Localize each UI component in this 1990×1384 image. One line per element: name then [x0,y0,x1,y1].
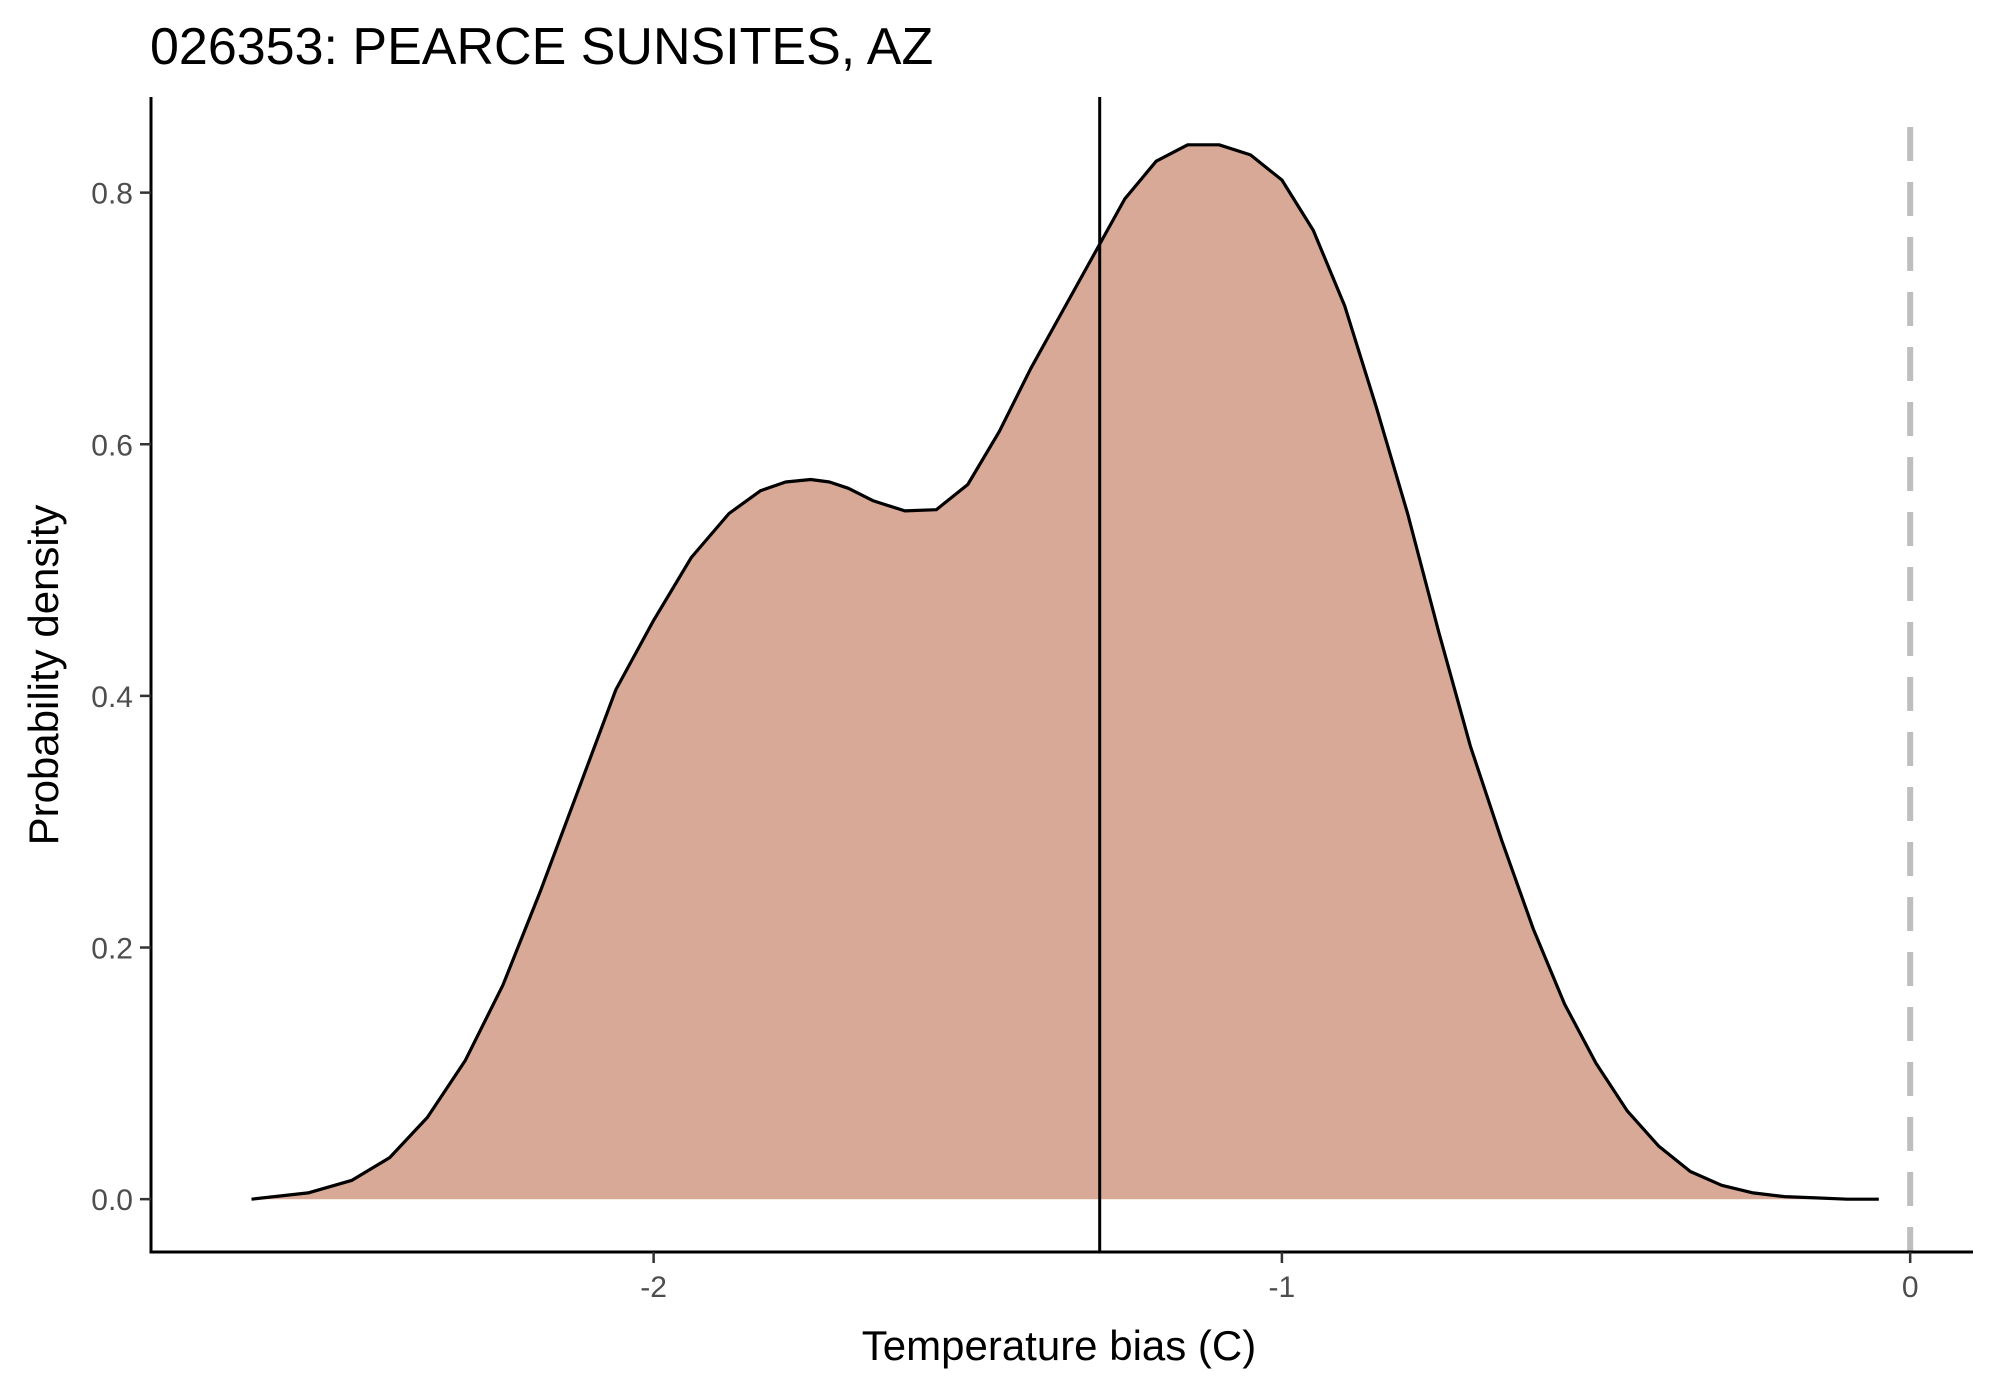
density-curve-line [251,143,1879,1201]
density-fill-area [251,144,1879,1200]
y-tick-label: 0.8 [91,178,133,211]
y-axis-ticks: 0.0 0.2 0.4 0.6 0.8 [91,178,151,1217]
y-tick-label: 0.2 [91,933,133,966]
x-axis-ticks: -2 -1 0 [640,1252,1919,1304]
y-tick-label: 0.4 [91,681,133,714]
x-tick-label: 0 [1902,1271,1919,1304]
x-tick-label: -2 [640,1271,667,1304]
axes: 0.0 0.2 0.4 0.6 0.8 -2 -1 0 [91,97,1973,1304]
y-axis-title: Probability density [20,505,67,846]
x-axis-title: Temperature bias (C) [862,1322,1256,1369]
x-tick-label: -1 [1269,1271,1296,1304]
y-tick-label: 0.6 [91,429,133,462]
reference-lines [1098,97,1914,1252]
plot-area [251,97,1914,1252]
y-tick-label: 0.0 [91,1184,133,1217]
chart-title: 026353: PEARCE SUNSITES, AZ [150,18,933,76]
